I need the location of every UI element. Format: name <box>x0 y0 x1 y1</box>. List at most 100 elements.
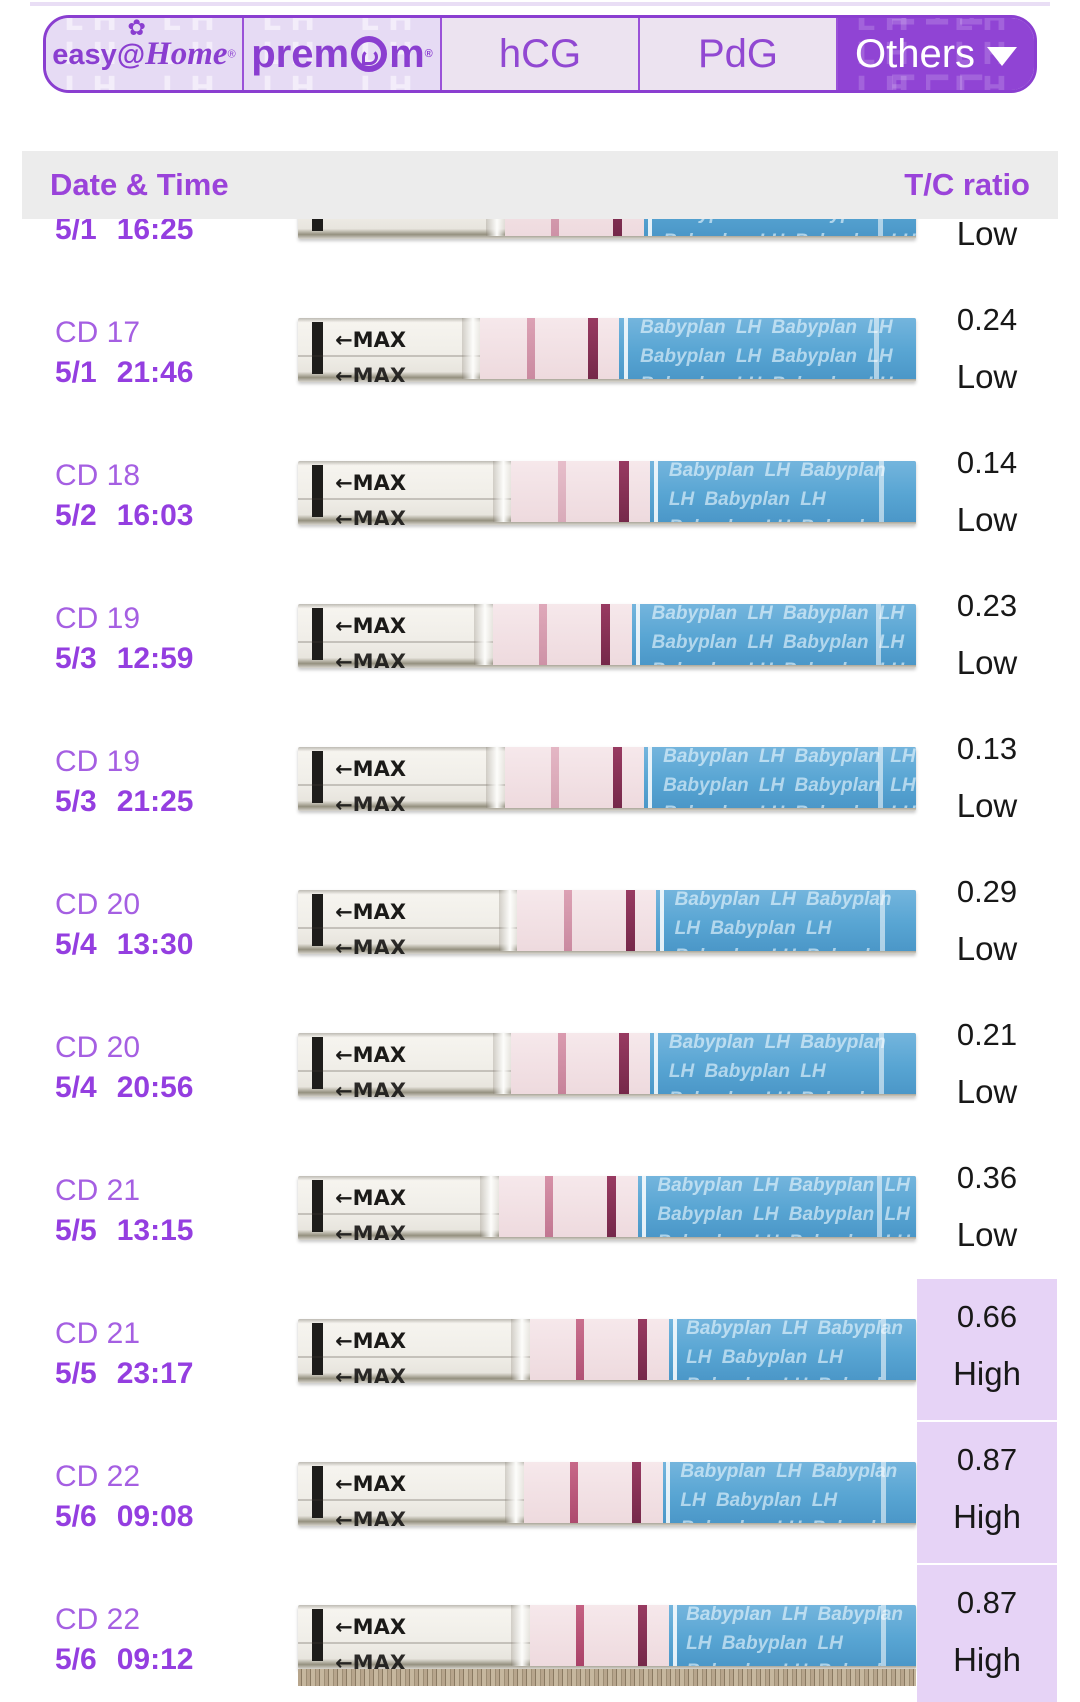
ratio-cell: 0.87 High <box>917 1565 1057 1702</box>
babyplan-brand-text: Babyplan LH Babyplan LH Babyplan LH Baby… <box>686 1605 904 1666</box>
top-divider <box>30 2 1050 6</box>
max-fill-bar <box>311 893 324 947</box>
control-line <box>600 604 611 665</box>
blue-sleeve: Babyplan LH Babyplan LH Babyplan LH Baby… <box>631 604 916 666</box>
table-row[interactable]: CD 21 5/5 23:17 ←MAX ←MAX Babyplan LH Bab… <box>0 1279 1080 1426</box>
ratio-cell: 0.36 Low <box>917 1140 1057 1283</box>
result-window <box>492 604 632 665</box>
table-row[interactable]: CD 20 5/4 13:30 ←MAX ←MAX Babyplan LH Bab… <box>0 854 1080 997</box>
lh-level-label: Low <box>956 501 1018 538</box>
lh-level-label: Low <box>956 358 1018 395</box>
test-line <box>526 318 535 379</box>
test-line <box>576 1605 585 1666</box>
results-list[interactable]: 5/116:25 ←MAX ←MAX Babyplan LH Babyplan … <box>0 145 1080 1702</box>
max-fill-bar <box>311 1465 324 1519</box>
tab-premom[interactable]: LH LH LH LH LH LH LH LH LH LH LH LH LH L… <box>242 18 440 90</box>
cycle-day-label: CD 17 <box>55 316 141 349</box>
table-row[interactable]: CD 22 5/6 09:08 ←MAX ←MAX Babyplan LH Bab… <box>0 1422 1080 1569</box>
babyplan-brand-text: Babyplan LH Babyplan LH Babyplan LH Baby… <box>668 1033 886 1094</box>
test-strip-photo[interactable]: ←MAX ←MAX Babyplan LH Babyplan LH Babypl… <box>298 747 916 811</box>
control-line <box>607 1176 617 1237</box>
table-row[interactable]: CD 22 5/6 09:12 ←MAX ←MAX Babyplan LH Bab… <box>0 1565 1080 1702</box>
table-header: Date & Time T/C ratio <box>22 151 1058 219</box>
lh-test-strip: ←MAX ←MAX Babyplan LH Babyplan LH Babypl… <box>298 1176 916 1240</box>
tc-ratio-value: 0.36 <box>956 1160 1018 1195</box>
cycle-day-label: CD 20 <box>55 1031 141 1064</box>
tab-others[interactable]: LH LH LH LH LH LH LH LH LH LH LH LH LH L… <box>836 18 1034 90</box>
tab-hcg[interactable]: hCG <box>440 18 638 90</box>
test-strip-photo[interactable]: ←MAX ←MAX Babyplan LH Babyplan LH Babypl… <box>298 604 916 668</box>
test-line <box>576 1319 585 1380</box>
babyplan-brand-text: Babyplan LH Babyplan LH Babyplan LH Baby… <box>651 604 905 665</box>
datetime-label: 5/4 20:56 <box>55 1071 194 1104</box>
test-strip-photo[interactable]: ←MAX ←MAX Babyplan LH Babyplan LH Babypl… <box>298 1462 916 1526</box>
test-strip-photo[interactable]: ←MAX ←MAX Babyplan LH Babyplan LH Babypl… <box>298 1033 916 1097</box>
table-row[interactable]: CD 19 5/3 21:25 ←MAX ←MAX Babyplan LH Bab… <box>0 711 1080 854</box>
test-line <box>557 1033 566 1094</box>
table-row[interactable]: CD 21 5/5 13:15 ←MAX ←MAX Babyplan LH Bab… <box>0 1140 1080 1283</box>
babyplan-brand-text: Babyplan LH Babyplan LH Babyplan LH Baby… <box>680 1462 898 1523</box>
flower-icon: ✿ <box>127 18 146 41</box>
tc-ratio-value: 0.13 <box>956 731 1018 766</box>
max-label: ←MAX <box>335 899 407 924</box>
max-fill-bar <box>311 1322 324 1376</box>
result-window <box>529 1605 669 1666</box>
strip-seam <box>492 461 513 522</box>
result-window <box>517 890 657 951</box>
test-strip-photo[interactable]: ←MAX ←MAX Babyplan LH Babyplan LH Babypl… <box>298 461 916 525</box>
max-label: ←MAX <box>335 1614 407 1639</box>
ratio-cell: 0.87 High <box>917 1422 1057 1563</box>
test-line <box>569 1462 578 1523</box>
blue-sleeve: Babyplan LH Babyplan LH Babyplan LH Baby… <box>668 1319 916 1381</box>
lh-test-strip: ←MAX ←MAX Babyplan LH Babyplan LH Babypl… <box>298 318 916 382</box>
strip-seam <box>511 1605 531 1666</box>
cycle-day-label: CD 19 <box>55 745 141 778</box>
max-label: ←MAX <box>335 1365 407 1383</box>
column-date-time: Date & Time <box>50 167 229 202</box>
test-strip-photo[interactable]: ←MAX ←MAX Babyplan LH Babyplan LH Babypl… <box>298 1176 916 1240</box>
max-label: ←MAX <box>335 793 407 811</box>
strip-seam <box>486 747 507 808</box>
lh-level-label: Low <box>956 930 1018 967</box>
babyplan-brand-text: Babyplan LH Babyplan LH Babyplan LH Baby… <box>657 1176 910 1237</box>
table-row[interactable]: CD 18 5/2 16:03 ←MAX ←MAX Babyplan LH Bab… <box>0 425 1080 568</box>
strip-seam <box>480 1176 501 1237</box>
premom-logo: prem m ® <box>251 32 433 76</box>
max-fill-bar <box>311 1608 324 1662</box>
datetime-label: 5/3 21:25 <box>55 785 194 818</box>
lh-test-strip: ←MAX ←MAX Babyplan LH Babyplan LH Babypl… <box>298 1605 916 1669</box>
result-window <box>511 461 651 522</box>
blue-sleeve: Babyplan LH Babyplan LH Babyplan LH Baby… <box>650 461 916 523</box>
strip-seam <box>505 1462 525 1523</box>
datetime-label: 5/6 09:12 <box>55 1643 194 1676</box>
control-line <box>613 747 623 808</box>
blue-sleeve: Babyplan LH Babyplan LH Babyplan LH Baby… <box>662 1462 916 1524</box>
chevron-down-icon <box>987 46 1018 66</box>
test-strip-photo[interactable]: ←MAX ←MAX Babyplan LH Babyplan LH Babypl… <box>298 890 916 954</box>
wood-table-background <box>298 1669 916 1686</box>
lh-level-label: Low <box>956 644 1018 681</box>
blue-sleeve: Babyplan LH Babyplan LH Babyplan LH Baby… <box>637 1176 916 1238</box>
easyathome-logo: ✿ easy@Home® <box>52 18 236 72</box>
control-line <box>588 318 598 379</box>
tab-others-label: Others <box>854 31 976 76</box>
tab-pdg[interactable]: PdG <box>638 18 836 90</box>
test-strip-photo[interactable]: ←MAX ←MAX Babyplan LH Babyplan LH Babypl… <box>298 1605 916 1686</box>
control-line <box>625 890 635 951</box>
tc-ratio-value: 0.21 <box>956 1017 1018 1052</box>
datetime-label: 5/4 13:30 <box>55 928 194 961</box>
table-row[interactable]: CD 20 5/4 20:56 ←MAX ←MAX Babyplan LH Bab… <box>0 997 1080 1140</box>
premom-o-icon <box>351 36 388 72</box>
max-label: ←MAX <box>335 756 407 781</box>
max-label: ←MAX <box>335 613 407 638</box>
result-window <box>523 1462 663 1523</box>
ratio-cell: 0.66 High <box>917 1279 1057 1420</box>
max-label: ←MAX <box>335 1328 407 1353</box>
blue-sleeve: Babyplan LH Babyplan LH Babyplan LH Baby… <box>650 1033 916 1095</box>
max-label: ←MAX <box>335 1222 407 1240</box>
table-row[interactable]: CD 19 5/3 12:59 ←MAX ←MAX Babyplan LH Bab… <box>0 568 1080 711</box>
test-strip-photo[interactable]: ←MAX ←MAX Babyplan LH Babyplan LH Babypl… <box>298 318 916 382</box>
test-strip-photo[interactable]: ←MAX ←MAX Babyplan LH Babyplan LH Babypl… <box>298 1319 916 1383</box>
tab-easyathome[interactable]: LH LH LH LH LH LH LH LH LH LH LH LH LH L… <box>46 18 242 90</box>
table-row[interactable]: CD 17 5/1 21:46 ←MAX ←MAX Babyplan LH Bab… <box>0 282 1080 425</box>
